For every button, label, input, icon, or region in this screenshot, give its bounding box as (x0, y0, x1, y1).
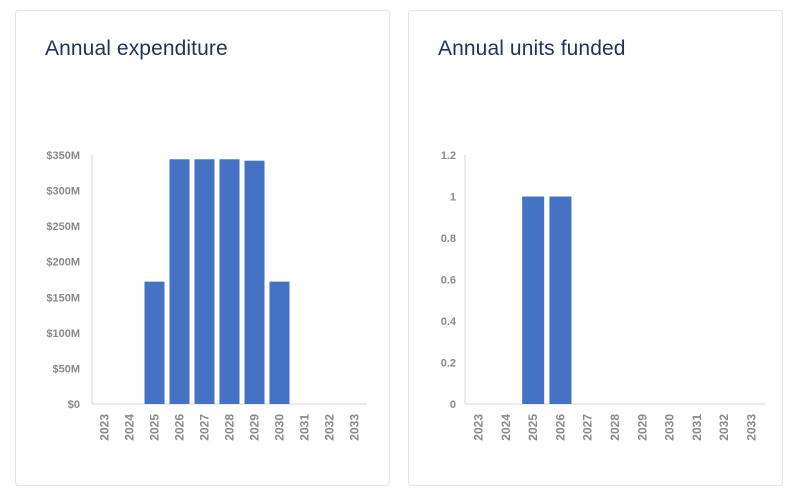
x-tick-label: 2024 (123, 414, 137, 441)
x-tick-label: 2029 (248, 414, 262, 441)
x-tick-label: 2028 (223, 414, 237, 441)
bar-2025 (144, 281, 165, 404)
x-tick-label: 2023 (472, 414, 486, 441)
x-tick-label: 2029 (635, 414, 649, 441)
chart-title: Annual units funded (438, 37, 626, 60)
y-tick-label: $100M (46, 328, 80, 340)
expenditure-chart-card: Annual expenditure $0 $50M $100M $150M $200M… (15, 10, 390, 486)
y-tick-label: 0.2 (441, 358, 456, 370)
x-tick-label: 2033 (744, 414, 758, 441)
x-tick-label: 2025 (526, 414, 540, 441)
x-tick-label: 2030 (273, 414, 287, 441)
x-tick-label: 2030 (663, 414, 677, 441)
x-tick-label: 2027 (198, 414, 212, 441)
y-tick-label: 0.6 (441, 275, 456, 287)
expenditure-bar-chart: $0 $50M $100M $150M $200M $250M $300M $350M 2023… (46, 150, 367, 441)
y-tick-label: $250M (46, 221, 80, 233)
x-tick-label: 2033 (348, 414, 362, 441)
x-tick-label: 2024 (499, 414, 513, 441)
bar-2025 (522, 196, 545, 404)
x-tick-label: 2026 (553, 414, 567, 441)
bar-2027 (194, 159, 215, 404)
units-funded-chart-card: Annual units funded 0 0.2 0.4 0.6 0.8 1 1.2 202… (408, 10, 783, 486)
y-tick-label: $350M (46, 150, 80, 162)
chart-title: Annual expenditure (45, 37, 228, 60)
units-funded-bar-chart: 0 0.2 0.4 0.6 0.8 1 1.2 2023 2024 2025 2026 2027 202… (441, 150, 765, 441)
y-tick-label: $200M (46, 257, 80, 269)
y-tick-label: $50M (52, 363, 80, 375)
x-tick-label: 2028 (608, 414, 622, 441)
bar-2026 (549, 196, 572, 404)
bar-2029 (244, 160, 265, 404)
y-tick-label: $300M (46, 186, 80, 198)
y-tick-label: 0.4 (441, 316, 457, 328)
x-tick-label: 2023 (98, 414, 112, 441)
y-tick-label: $0 (68, 399, 80, 411)
x-tick-label: 2032 (323, 414, 337, 441)
y-tick-label: $150M (46, 292, 80, 304)
bar-2028 (219, 159, 240, 404)
x-tick-label: 2027 (581, 414, 595, 441)
x-tick-label: 2031 (690, 414, 704, 441)
bar-2030 (269, 281, 290, 404)
x-tick-label: 2032 (717, 414, 731, 441)
x-tick-label: 2025 (148, 414, 162, 441)
x-tick-label: 2026 (173, 414, 187, 441)
y-tick-label: 0.8 (441, 233, 456, 245)
y-tick-label: 1.2 (441, 150, 456, 162)
bar-2026 (169, 159, 190, 404)
x-tick-label: 2031 (298, 414, 312, 441)
y-tick-label: 1 (450, 192, 456, 204)
y-tick-label: 0 (450, 399, 456, 411)
